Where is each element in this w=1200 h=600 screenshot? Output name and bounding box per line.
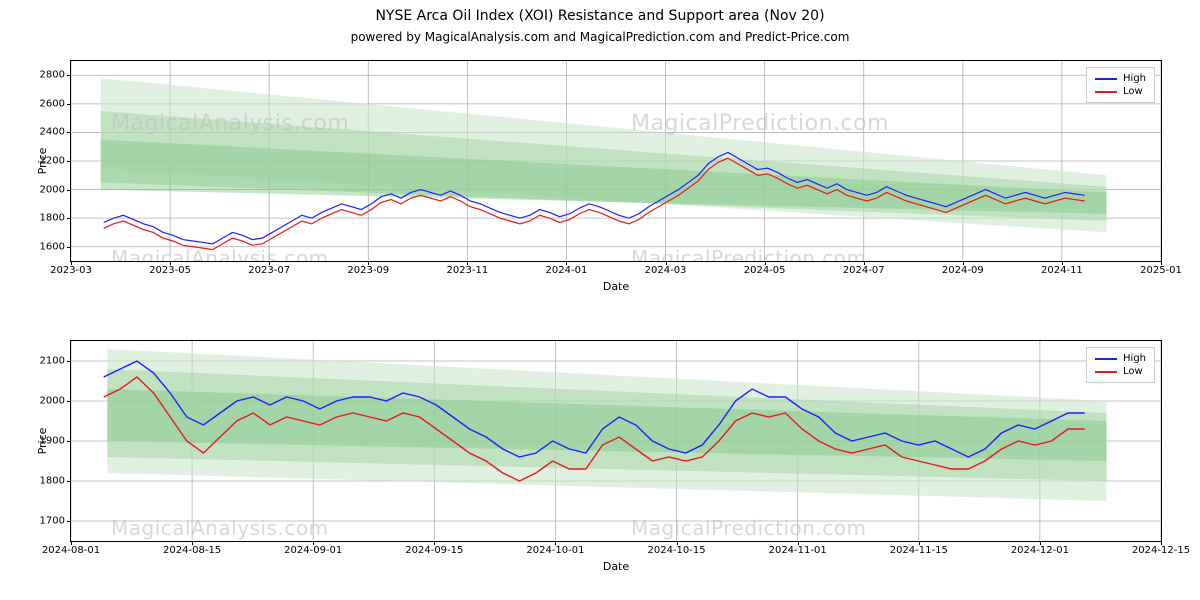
- figure-title: NYSE Arca Oil Index (XOI) Resistance and…: [0, 8, 1200, 24]
- watermark: MagicalPrediction.com: [631, 111, 889, 136]
- plot-area-bottom: MagicalAnalysis.com MagicalPrediction.co…: [71, 341, 1161, 541]
- legend: High Low: [1086, 347, 1155, 383]
- legend-label: Low: [1123, 86, 1143, 97]
- legend: High Low: [1086, 67, 1155, 103]
- legend-swatch-high: [1095, 78, 1117, 80]
- watermark: MagicalAnalysis.com: [111, 246, 329, 261]
- figure: NYSE Arca Oil Index (XOI) Resistance and…: [0, 0, 1200, 600]
- chart-bottom: MagicalAnalysis.com MagicalPrediction.co…: [70, 340, 1162, 542]
- legend-label: High: [1123, 73, 1146, 84]
- legend-item: High: [1095, 352, 1146, 365]
- legend-item: High: [1095, 72, 1146, 85]
- watermark: MagicalPrediction.com: [631, 246, 867, 261]
- legend-item: Low: [1095, 365, 1146, 378]
- plot-svg-bottom: [71, 341, 1161, 541]
- x-axis-label: Date: [71, 560, 1161, 573]
- watermark: MagicalPrediction.com: [631, 516, 867, 540]
- legend-swatch-high: [1095, 358, 1117, 360]
- legend-swatch-low: [1095, 91, 1117, 93]
- legend-label: High: [1123, 353, 1146, 364]
- x-axis-label: Date: [71, 280, 1161, 293]
- plot-svg-top: [71, 61, 1161, 261]
- legend-item: Low: [1095, 85, 1146, 98]
- legend-label: Low: [1123, 366, 1143, 377]
- watermark: MagicalAnalysis.com: [111, 516, 329, 540]
- figure-subtitle: powered by MagicalAnalysis.com and Magic…: [0, 30, 1200, 44]
- chart-top: MagicalAnalysis.com MagicalPrediction.co…: [70, 60, 1162, 262]
- watermark: MagicalAnalysis.com: [111, 111, 349, 136]
- plot-area-top: MagicalAnalysis.com MagicalPrediction.co…: [71, 61, 1161, 261]
- legend-swatch-low: [1095, 371, 1117, 373]
